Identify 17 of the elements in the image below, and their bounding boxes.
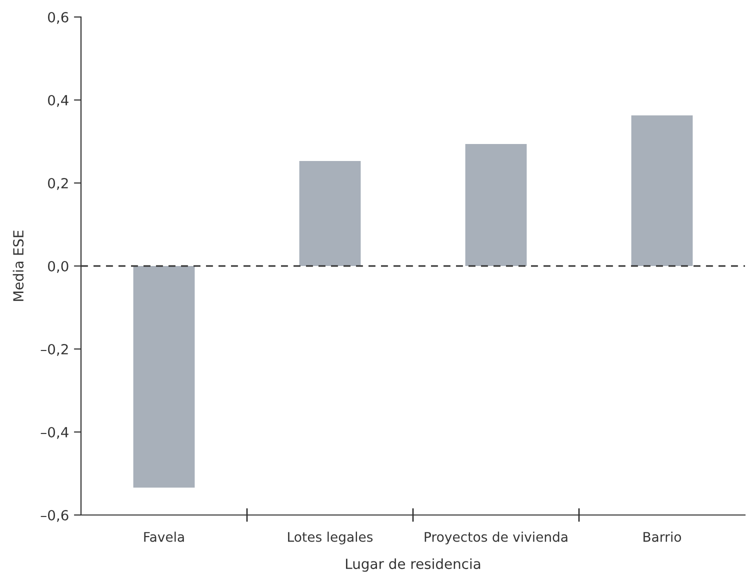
x-tick-label: Favela <box>144 532 184 542</box>
bar <box>133 266 195 488</box>
bar <box>465 144 527 266</box>
bar <box>299 161 361 266</box>
y-tick-label: –0,2 <box>40 344 68 356</box>
y-tick-label: –0,4 <box>40 426 68 439</box>
x-axis-title: Lugar de residencia <box>346 558 480 572</box>
y-tick-label: 0,2 <box>48 178 68 190</box>
bar <box>631 115 693 266</box>
y-tick-label: –0,6 <box>40 510 68 522</box>
y-tick-label: 0,4 <box>48 94 68 107</box>
y-tick-label: 0,0 <box>48 260 68 273</box>
x-tick-label: Barrio <box>644 532 682 542</box>
y-tick-label: 0,6 <box>48 12 68 24</box>
x-tick-label: Proyectos de vivienda <box>424 532 568 544</box>
y-axis-title: Media ESE <box>12 230 24 301</box>
x-tick-label: Lotes legales <box>288 532 373 544</box>
